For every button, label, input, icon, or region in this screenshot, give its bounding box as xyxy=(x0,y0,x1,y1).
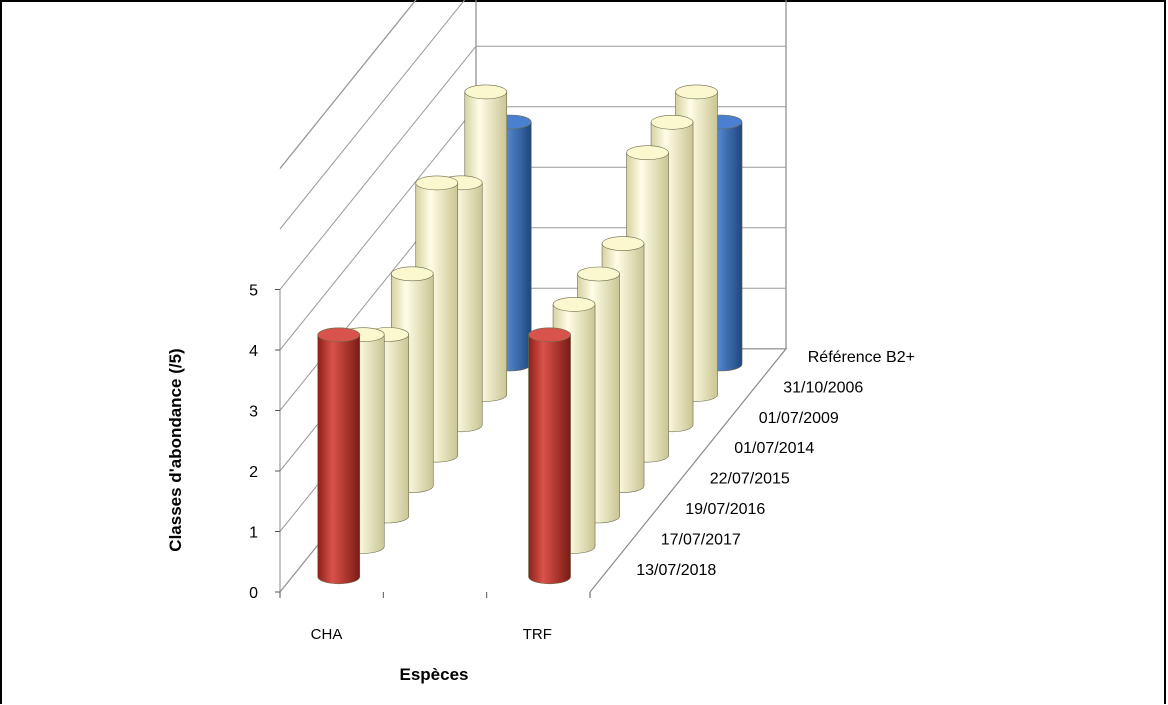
series-label: 22/07/2015 xyxy=(710,471,790,488)
gridline xyxy=(279,0,466,230)
cylinder-bar xyxy=(317,327,361,585)
cylinder-top xyxy=(317,327,361,343)
cylinder-body xyxy=(317,334,361,585)
series-label: 19/07/2016 xyxy=(685,501,765,518)
y-axis-ticks: 0 1 2 3 4 5 xyxy=(249,283,591,602)
cylinder-top xyxy=(528,327,571,343)
cylinder-body xyxy=(528,334,571,585)
gridline xyxy=(279,45,786,290)
series-label: 17/07/2017 xyxy=(661,531,741,548)
y-tick-label: 2 xyxy=(249,464,258,481)
series-label: 31/10/2006 xyxy=(783,379,863,396)
x-category-label: CHA xyxy=(311,626,343,643)
series-depth-labels: 13/07/2018 17/07/2017 19/07/2016 22/07/2015… xyxy=(636,349,915,579)
chart-bars xyxy=(317,84,743,585)
cylinder-top xyxy=(464,84,508,100)
y-tick-label: 4 xyxy=(249,343,258,360)
series-label: 01/07/2009 xyxy=(759,410,839,427)
cylinder-top xyxy=(390,266,434,282)
x-axis-title: Espèces xyxy=(400,665,469,684)
y-tick-label: 0 xyxy=(249,585,258,602)
series-label: Référence B2+ xyxy=(808,349,915,366)
cylinder-top xyxy=(675,84,718,100)
x-category-label: TRF xyxy=(523,626,552,643)
cylinder-top xyxy=(650,115,694,130)
cylinder-top xyxy=(626,145,669,160)
series-label: 13/07/2018 xyxy=(636,562,716,579)
cylinder-top xyxy=(601,236,645,251)
y-tick-label: 3 xyxy=(249,404,258,421)
cylinder-top xyxy=(552,297,596,312)
y-axis-title: Classes d'abondance (/5) xyxy=(166,348,185,551)
series-label: 01/07/2014 xyxy=(734,440,814,457)
cylinder-top xyxy=(577,266,620,282)
y-tick-label: 5 xyxy=(249,283,258,300)
cylinder-top xyxy=(415,175,459,191)
y-tick-label: 1 xyxy=(249,525,258,542)
cylinder-bar xyxy=(528,327,571,585)
x-axis-categories: CHA TRF xyxy=(311,626,552,643)
gridline xyxy=(279,0,417,169)
